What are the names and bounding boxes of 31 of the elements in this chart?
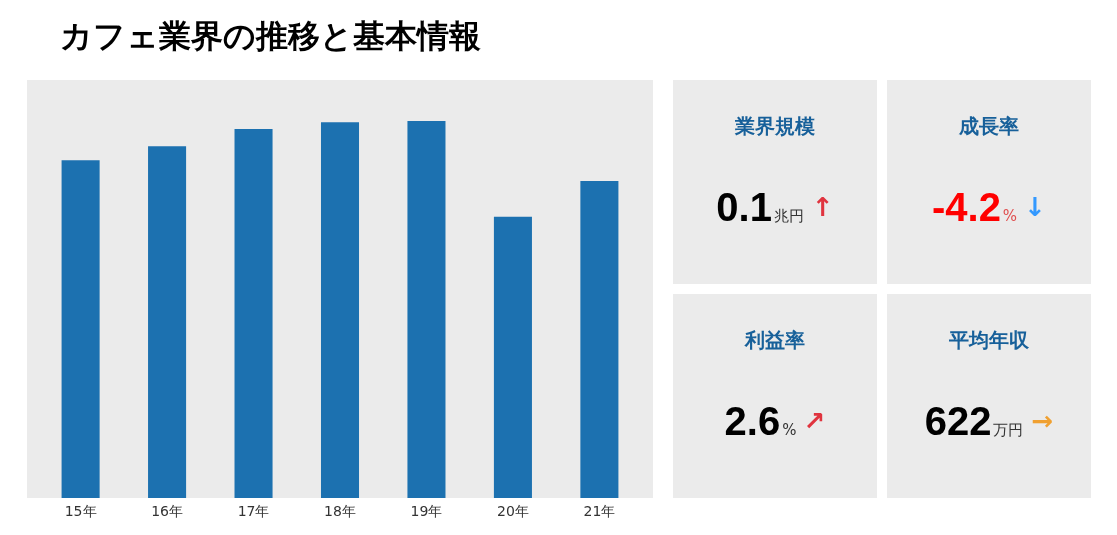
- text: 平均年収: [948, 328, 1030, 352]
- text: 成長率: [958, 114, 1019, 138]
- text: 兆円: [773, 207, 804, 225]
- text: 業界規模: [734, 114, 815, 138]
- x-tick-label: 15年: [64, 502, 97, 519]
- text: ↑: [811, 192, 834, 222]
- text: 622: [924, 399, 992, 443]
- text: ↓: [1024, 192, 1046, 222]
- text: %: [1002, 207, 1018, 225]
- bar: [61, 160, 100, 498]
- text: %: [782, 421, 797, 439]
- text: ↗: [803, 406, 826, 436]
- text: →: [1031, 406, 1054, 436]
- text: 利益率: [744, 328, 805, 352]
- text: 2.6: [724, 399, 781, 443]
- bar: [493, 216, 532, 498]
- bar: [320, 122, 360, 498]
- bar: [407, 121, 446, 498]
- x-tick-label: 16年: [151, 502, 183, 519]
- x-tick-label: 19年: [410, 502, 443, 519]
- x-tick-label: 21年: [583, 502, 616, 519]
- x-tick-label: 17年: [237, 502, 270, 519]
- bar: [580, 180, 619, 498]
- bar: [148, 146, 187, 498]
- chart-title: カフェ業界の推移と基本情報: [60, 17, 481, 55]
- text: 0.1: [716, 185, 772, 229]
- bar: [234, 128, 273, 498]
- x-tick-label: 20年: [497, 502, 529, 519]
- text: -4.2: [931, 185, 1001, 229]
- text: 万円: [993, 421, 1024, 439]
- x-tick-label: 18年: [324, 502, 356, 519]
